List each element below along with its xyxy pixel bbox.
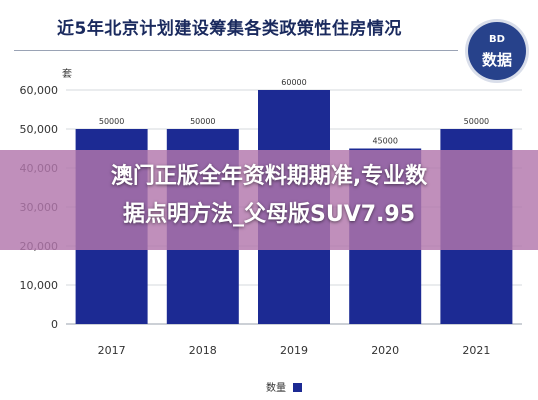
y-unit-label: 套 xyxy=(62,67,72,80)
value-labels: 50000 50000 60000 45000 50000 xyxy=(99,78,489,146)
chart-title: 近5年北京计划建设筹集各类政策性住房情况 xyxy=(57,19,402,39)
brand-badge: BD 数据 xyxy=(468,22,526,80)
badge-line-1: BD xyxy=(489,34,505,45)
legend-swatch xyxy=(293,383,302,392)
x-tick-label: 2020 xyxy=(371,344,399,357)
x-tick-label: 2021 xyxy=(462,344,490,357)
y-tick-label: 10,000 xyxy=(20,279,59,292)
title-divider xyxy=(14,50,458,51)
value-label: 60000 xyxy=(281,78,306,87)
x-tick-label: 2018 xyxy=(189,344,217,357)
watermark-banner xyxy=(0,150,538,250)
value-label: 50000 xyxy=(464,117,489,126)
badge-line-2: 数据 xyxy=(481,51,512,69)
y-tick-label: 60,000 xyxy=(20,84,59,97)
value-label: 50000 xyxy=(99,117,124,126)
legend-label: 数量 xyxy=(266,381,286,394)
watermark-line-1: 澳门正版全年资料期期准,专业数 xyxy=(110,164,428,189)
y-tick-label: 50,000 xyxy=(20,123,59,136)
x-tick-label: 2017 xyxy=(98,344,126,357)
value-label: 45000 xyxy=(372,137,397,146)
x-axis-ticks: 2017 2018 2019 2020 2021 xyxy=(98,344,491,357)
x-tick-label: 2019 xyxy=(280,344,308,357)
watermark-text: 澳门正版全年资料期期准,专业数 据点明方法_父母版SUV7.95 xyxy=(0,158,538,234)
value-label: 50000 xyxy=(190,117,215,126)
y-tick-label: 0 xyxy=(51,318,58,331)
watermark-line-2: 据点明方法_父母版SUV7.95 xyxy=(122,202,416,227)
